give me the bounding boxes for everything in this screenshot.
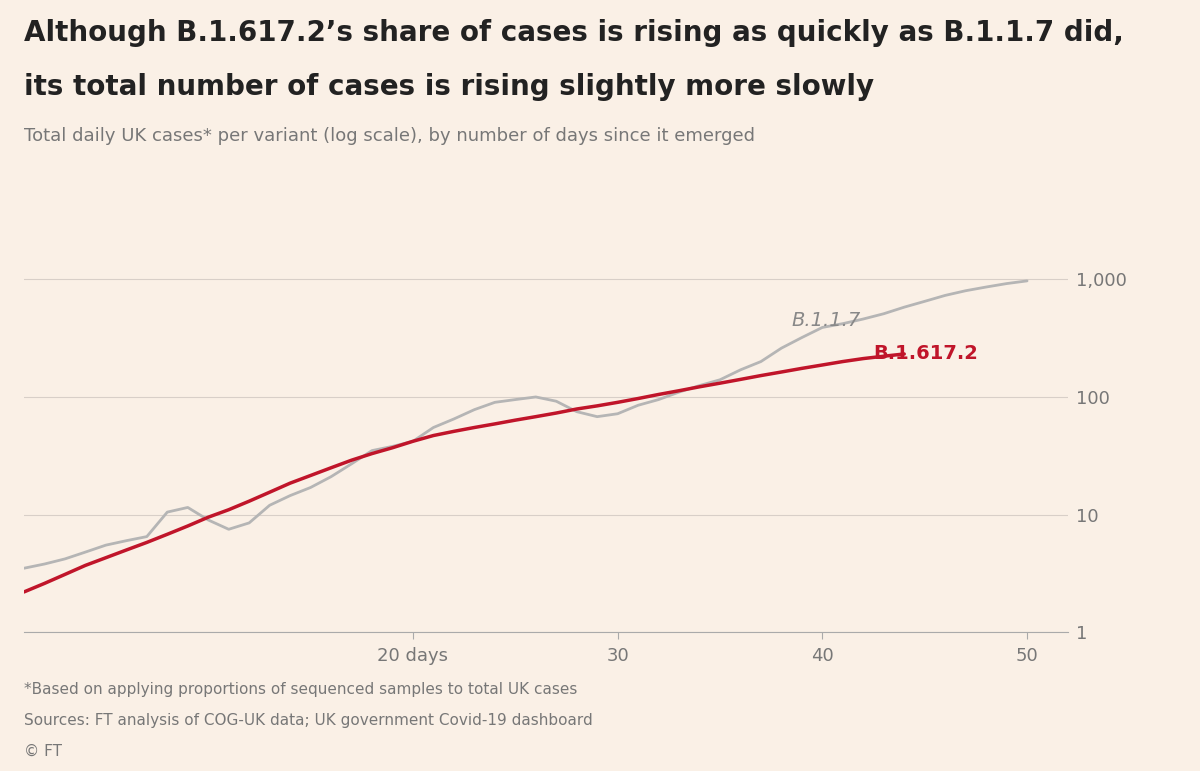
Text: Although B.1.617.2’s share of cases is rising as quickly as B.1.1.7 did,: Although B.1.617.2’s share of cases is r…	[24, 19, 1124, 47]
Text: Total daily UK cases* per variant (log scale), by number of days since it emerge: Total daily UK cases* per variant (log s…	[24, 127, 755, 145]
Text: Sources: FT analysis of COG-UK data; UK government Covid-19 dashboard: Sources: FT analysis of COG-UK data; UK …	[24, 713, 593, 728]
Text: B.1.617.2: B.1.617.2	[874, 344, 978, 363]
Text: *Based on applying proportions of sequenced samples to total UK cases: *Based on applying proportions of sequen…	[24, 682, 577, 697]
Text: B.1.1.7: B.1.1.7	[792, 311, 860, 330]
Text: its total number of cases is rising slightly more slowly: its total number of cases is rising slig…	[24, 73, 874, 101]
Text: © FT: © FT	[24, 744, 62, 759]
